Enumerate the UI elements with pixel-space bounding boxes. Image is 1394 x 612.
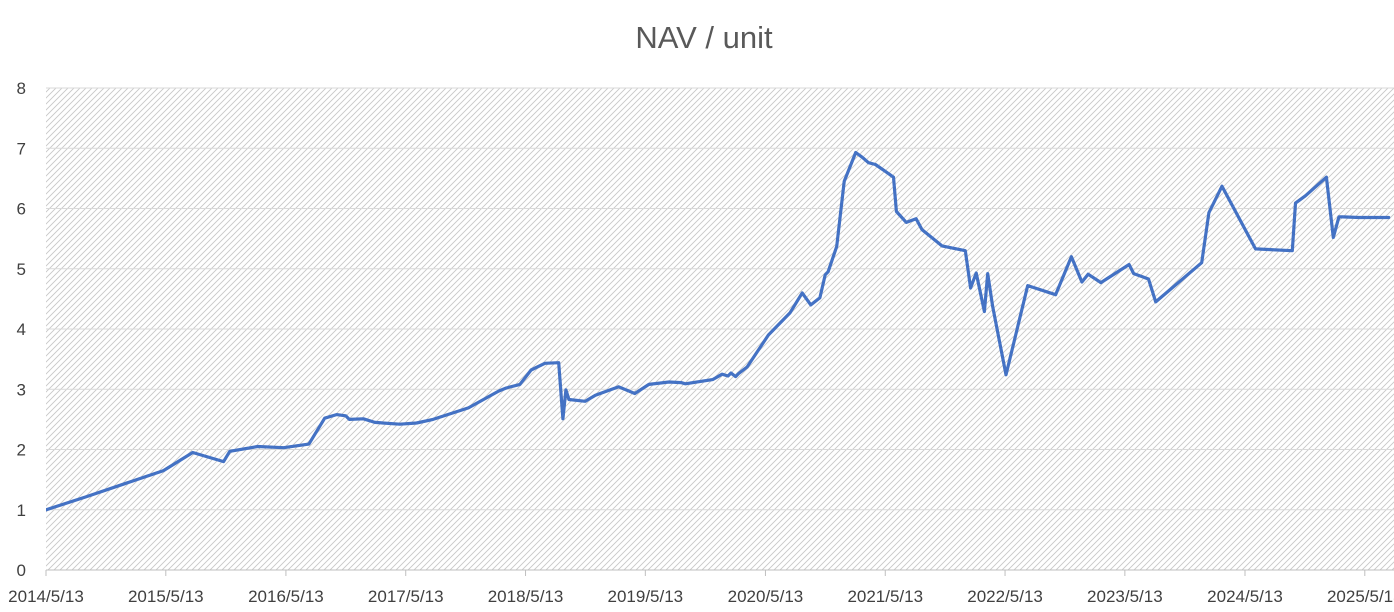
y-tick-label: 7 <box>17 139 26 158</box>
x-axis: 2014/5/13 2015/5/13 2016/5/13 2017/5/13 2018… <box>8 570 1394 606</box>
y-tick-label: 3 <box>17 380 26 399</box>
y-tick-label: 6 <box>17 200 26 219</box>
x-tick-label: 2023/5/13 <box>1087 587 1163 606</box>
x-tick-label: 2022/5/13 <box>967 587 1043 606</box>
x-tick-label: 2021/5/13 <box>847 587 923 606</box>
chart-title: NAV / unit <box>635 20 773 55</box>
x-tick-label: 2020/5/13 <box>728 587 804 606</box>
y-tick-label: 5 <box>17 260 26 279</box>
y-tick-label: 1 <box>17 501 26 520</box>
series-layer <box>46 150 1391 512</box>
series-line-1 <box>46 150 1391 512</box>
y-tick-label: 0 <box>17 561 26 580</box>
x-tick-label: 2016/5/13 <box>248 587 324 606</box>
y-tick-label: 4 <box>17 320 26 339</box>
x-tick-label: 2024/5/13 <box>1207 587 1283 606</box>
x-tick-label: 2025/5/13 <box>1327 587 1394 606</box>
x-tick-label: 2014/5/13 <box>8 587 84 606</box>
x-tick-label: 2018/5/13 <box>488 587 564 606</box>
x-tick-label: 2019/5/13 <box>608 587 684 606</box>
gridlines <box>46 87 1394 571</box>
x-tick-label: 2015/5/13 <box>128 587 204 606</box>
y-tick-label: 8 <box>17 79 26 98</box>
y-tick-label: 2 <box>17 441 26 460</box>
y-axis-tick-labels: 0 1 2 3 4 5 6 7 8 <box>17 79 26 580</box>
x-tick-label: 2017/5/13 <box>368 587 444 606</box>
